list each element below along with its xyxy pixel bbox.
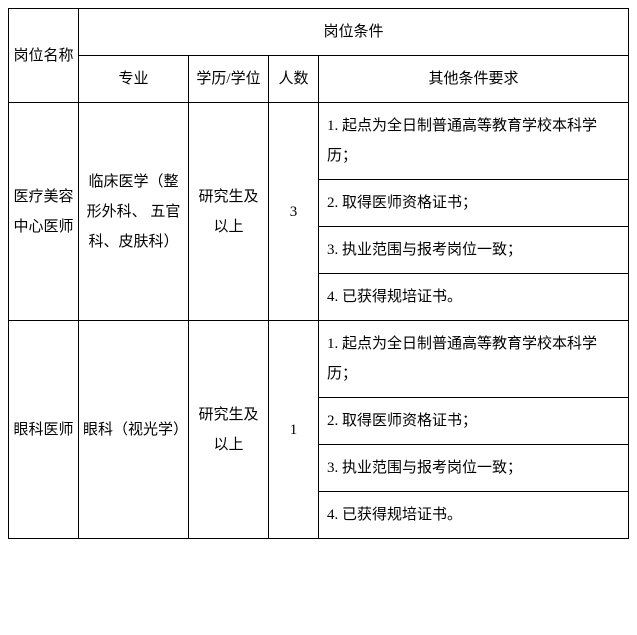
position-cell: 眼科医师 (9, 321, 79, 539)
header-education: 学历/学位 (189, 56, 269, 103)
header-position-conditions: 岗位条件 (79, 9, 629, 56)
header-row-2: 专业 学历/学位 人数 其他条件要求 (9, 56, 629, 103)
education-cell: 研究生及以上 (189, 103, 269, 321)
table-row: 医疗美容中心医师 临床医学（整形外科、 五官科、皮肤科） 研究生及以上 3 1.… (9, 103, 629, 180)
requirement-cell: 1. 起点为全日制普通高等教育学校本科学历； (319, 321, 629, 398)
count-cell: 1 (269, 321, 319, 539)
position-cell: 医疗美容中心医师 (9, 103, 79, 321)
major-cell: 临床医学（整形外科、 五官科、皮肤科） (79, 103, 189, 321)
header-major: 专业 (79, 56, 189, 103)
header-count: 人数 (269, 56, 319, 103)
education-cell: 研究生及以上 (189, 321, 269, 539)
requirement-cell: 4. 已获得规培证书。 (319, 274, 629, 321)
header-position-name: 岗位名称 (9, 9, 79, 103)
job-requirements-table: 岗位名称 岗位条件 专业 学历/学位 人数 其他条件要求 医疗美容中心医师 临床… (8, 8, 629, 539)
requirement-cell: 2. 取得医师资格证书； (319, 398, 629, 445)
requirement-cell: 1. 起点为全日制普通高等教育学校本科学历； (319, 103, 629, 180)
header-other: 其他条件要求 (319, 56, 629, 103)
count-cell: 3 (269, 103, 319, 321)
requirement-cell: 3. 执业范围与报考岗位一致； (319, 445, 629, 492)
requirement-cell: 4. 已获得规培证书。 (319, 492, 629, 539)
table-row: 眼科医师 眼科（视光学） 研究生及以上 1 1. 起点为全日制普通高等教育学校本… (9, 321, 629, 398)
requirement-cell: 3. 执业范围与报考岗位一致； (319, 227, 629, 274)
major-cell: 眼科（视光学） (79, 321, 189, 539)
requirement-cell: 2. 取得医师资格证书； (319, 180, 629, 227)
header-row-1: 岗位名称 岗位条件 (9, 9, 629, 56)
